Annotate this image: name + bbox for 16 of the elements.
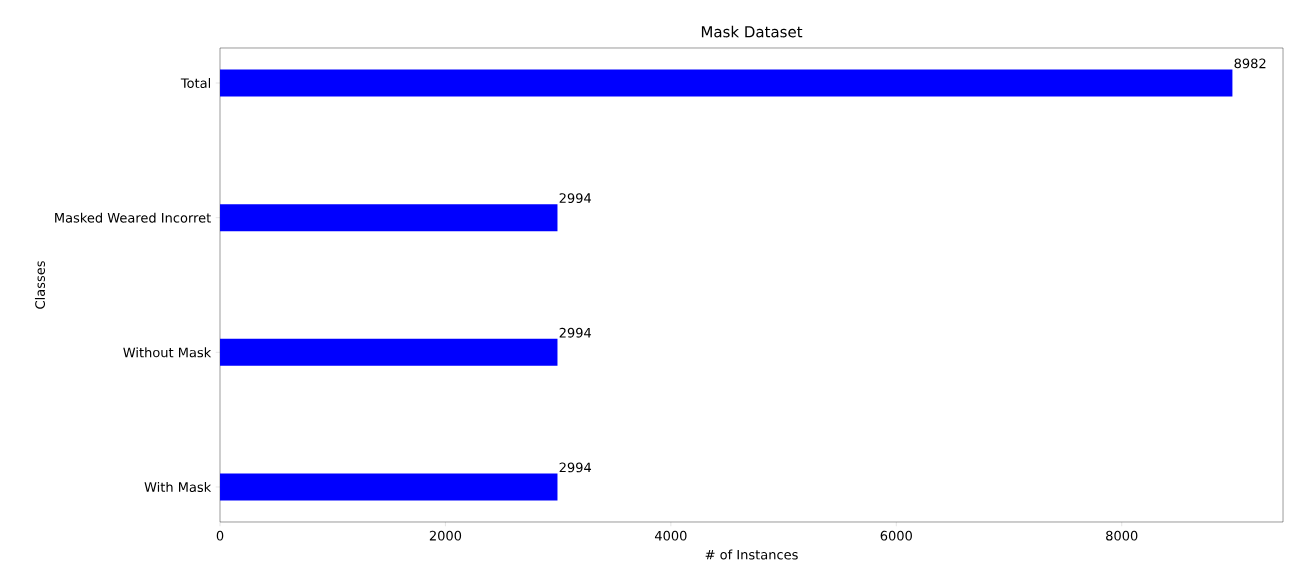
data-label: 2994 — [559, 193, 592, 203]
data-label: 2994 — [559, 327, 592, 338]
x-tick-label: 8000 — [1106, 530, 1138, 541]
x-tick-label: 6000 — [880, 530, 912, 541]
x-tick-label: 2000 — [429, 530, 462, 541]
chart-title: Mask Dataset — [701, 25, 803, 38]
x-tick-label: 4000 — [654, 530, 687, 541]
y-tick-label: Masked Weared Incorret — [55, 212, 211, 223]
data-label: 8982 — [1234, 58, 1266, 69]
y-tick-label: Total — [180, 77, 211, 89]
x-axis-title: # of Instances — [705, 549, 798, 560]
y-axis-title: Classes — [34, 261, 46, 309]
data-label: 2994 — [559, 462, 592, 473]
y-tick-label: Without Mask — [123, 347, 212, 358]
y-tick-label: With Mask — [144, 481, 212, 493]
x-tick-label: 0 — [216, 530, 224, 541]
